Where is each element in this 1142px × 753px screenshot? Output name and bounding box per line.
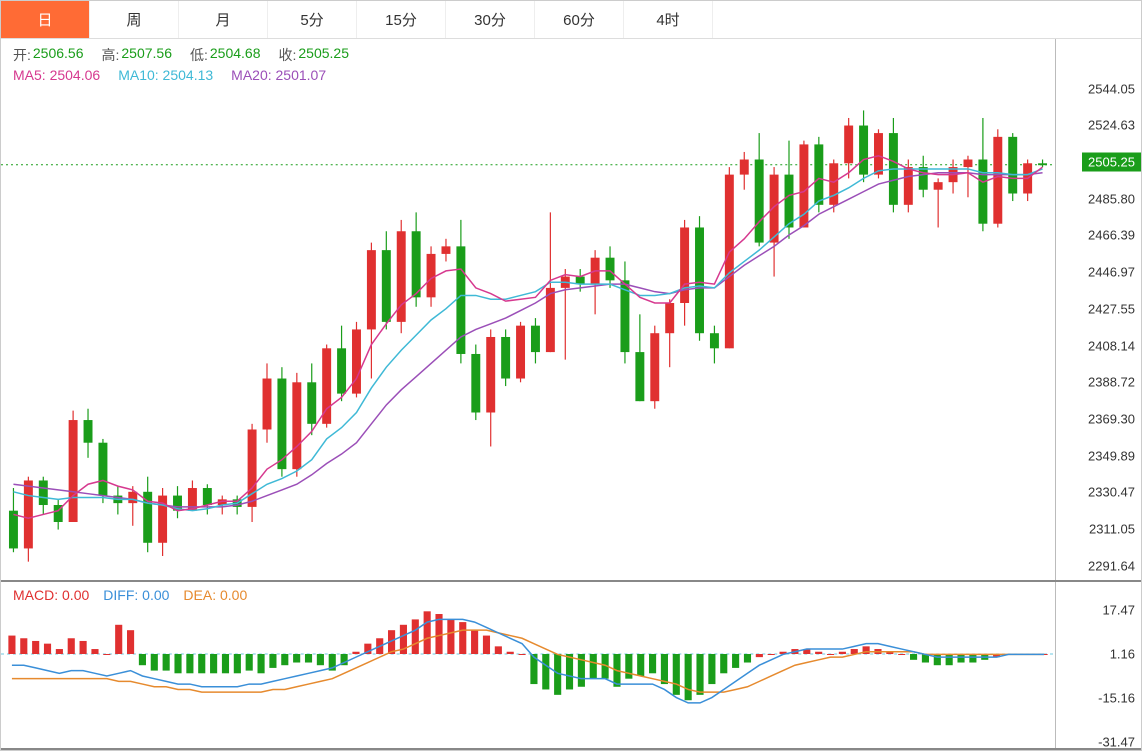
macd-tick: 17.47 xyxy=(1102,603,1135,618)
macd-canvas[interactable]: MACD: 0.00 DIFF: 0.00 DEA: 0.00 xyxy=(1,582,1056,748)
price-tick: 2427.55 xyxy=(1088,301,1135,316)
price-tick: 2330.47 xyxy=(1088,485,1135,500)
chart-container: 日周月5分15分30分60分4时 开:2506.56 高:2507.56 低:2… xyxy=(0,0,1142,751)
macd-axis: 17.47 1.16 -15.16 -31.47 xyxy=(1056,582,1141,748)
macd-summary: MACD: 0.00 DIFF: 0.00 DEA: 0.00 xyxy=(13,587,247,603)
price-tick: 2524.63 xyxy=(1088,118,1135,133)
tab-4时[interactable]: 4时 xyxy=(624,1,713,38)
open-value: 2506.56 xyxy=(33,45,84,65)
tab-周[interactable]: 周 xyxy=(90,1,179,38)
macd-value: 0.00 xyxy=(62,587,89,603)
diff-value: 0.00 xyxy=(142,587,169,603)
candlestick-svg xyxy=(1,39,1055,580)
ma10-value: 2504.13 xyxy=(163,67,214,83)
high-value: 2507.56 xyxy=(121,45,172,65)
ma5-value: 2504.06 xyxy=(50,67,101,83)
tab-日[interactable]: 日 xyxy=(1,1,90,38)
ma5-label: MA5: xyxy=(13,67,46,83)
dea-value: 0.00 xyxy=(220,587,247,603)
ma20-value: 2501.07 xyxy=(276,67,327,83)
close-label: 收: xyxy=(279,45,297,65)
macd-tick: -31.47 xyxy=(1098,735,1135,750)
low-label: 低: xyxy=(190,45,208,65)
bottom-border xyxy=(1,748,1141,750)
macd-tick: 1.16 xyxy=(1110,647,1135,662)
current-price-tag: 2505.25 xyxy=(1082,153,1141,172)
price-tick: 2466.39 xyxy=(1088,228,1135,243)
macd-svg xyxy=(1,582,1055,748)
price-tick: 2544.05 xyxy=(1088,81,1135,96)
low-value: 2504.68 xyxy=(210,45,261,65)
ma10-label: MA10: xyxy=(118,67,158,83)
tab-60分[interactable]: 60分 xyxy=(535,1,624,38)
high-label: 高: xyxy=(102,45,120,65)
tab-5分[interactable]: 5分 xyxy=(268,1,357,38)
tab-月[interactable]: 月 xyxy=(179,1,268,38)
ohlc-summary: 开:2506.56 高:2507.56 低:2504.68 收:2505.25 xyxy=(13,45,349,65)
price-tick: 2485.80 xyxy=(1088,191,1135,206)
dea-label: DEA: xyxy=(183,587,216,603)
price-tick: 2388.72 xyxy=(1088,375,1135,390)
macd-tick: -15.16 xyxy=(1098,691,1135,706)
tab-30分[interactable]: 30分 xyxy=(446,1,535,38)
price-tick: 2311.05 xyxy=(1089,522,1135,537)
timeframe-tabs: 日周月5分15分30分60分4时 xyxy=(1,1,1141,39)
close-value: 2505.25 xyxy=(298,45,349,65)
price-tick: 2446.97 xyxy=(1088,265,1135,280)
open-label: 开: xyxy=(13,45,31,65)
price-tick: 2369.30 xyxy=(1088,411,1135,426)
chart-canvas[interactable]: 开:2506.56 高:2507.56 低:2504.68 收:2505.25 … xyxy=(1,39,1056,580)
price-tick: 2291.64 xyxy=(1088,558,1135,573)
price-tick: 2349.89 xyxy=(1088,448,1135,463)
macd-label: MACD: xyxy=(13,587,58,603)
price-axis: 2544.05 2524.63 2505.25 2485.80 2466.39 2446.… xyxy=(1056,39,1141,580)
ma-summary: MA5: 2504.06 MA10: 2504.13 MA20: 2501.07 xyxy=(13,67,326,83)
price-tick: 2408.14 xyxy=(1088,338,1135,353)
tab-15分[interactable]: 15分 xyxy=(357,1,446,38)
candlestick-chart-area: 开:2506.56 高:2507.56 低:2504.68 收:2505.25 … xyxy=(1,39,1141,580)
diff-label: DIFF: xyxy=(103,587,138,603)
macd-area: MACD: 0.00 DIFF: 0.00 DEA: 0.00 17.47 1.1… xyxy=(1,580,1141,748)
ma20-label: MA20: xyxy=(231,67,271,83)
